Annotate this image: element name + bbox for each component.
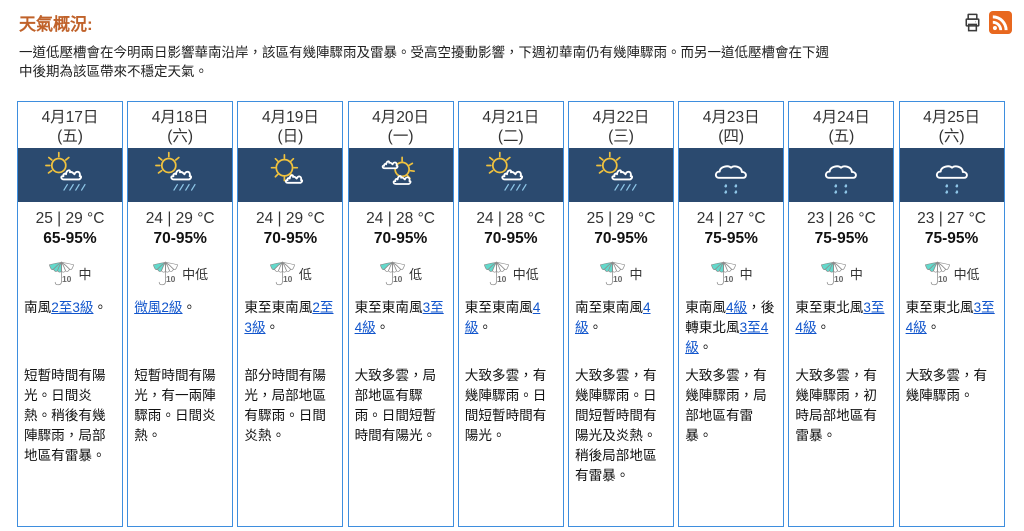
- svg-text:10: 10: [938, 274, 948, 284]
- svg-text:10: 10: [613, 274, 623, 284]
- svg-text:10: 10: [166, 274, 176, 284]
- svg-text:10: 10: [497, 274, 507, 284]
- svg-text:10: 10: [724, 274, 734, 284]
- svg-text:10: 10: [283, 274, 293, 284]
- svg-text:10: 10: [393, 274, 403, 284]
- svg-text:10: 10: [62, 274, 72, 284]
- svg-text:10: 10: [834, 274, 844, 284]
